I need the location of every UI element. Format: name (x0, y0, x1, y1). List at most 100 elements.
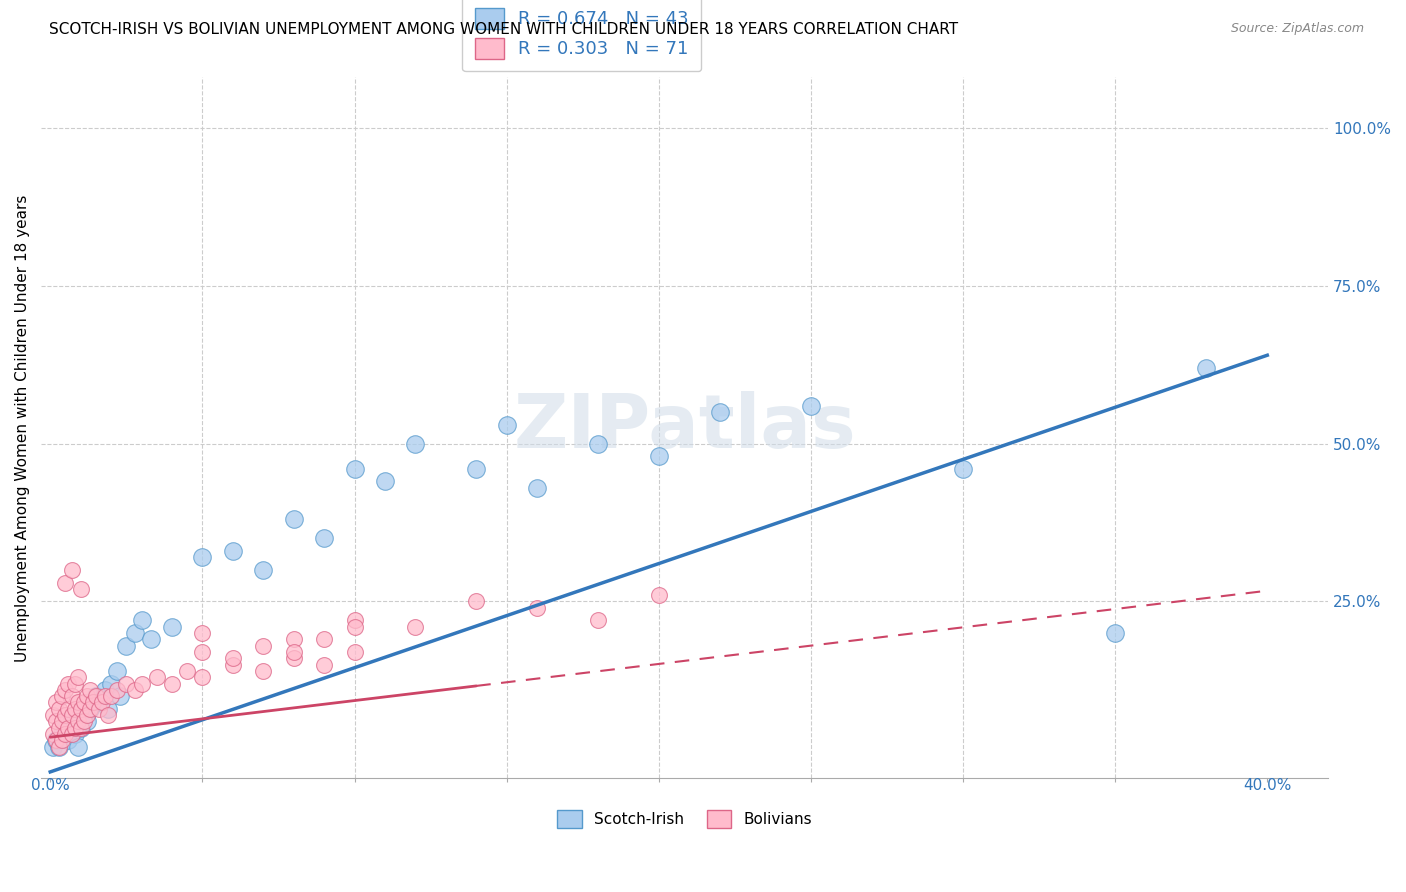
Point (79, 682, 101, 697)
Point (66, 696, 89, 710)
Point (58, 721, 80, 735)
Point (252, 664, 274, 678)
Point (283, 645, 305, 659)
Point (58, 676, 80, 690)
Point (404, 620, 426, 634)
Point (58, 733, 80, 747)
Point (48, 702, 70, 716)
Point (648, 449, 671, 463)
Point (66, 714, 89, 729)
Point (55, 682, 77, 697)
Point (191, 670, 214, 684)
Point (222, 657, 245, 672)
Point (139, 632, 162, 647)
Point (222, 651, 245, 665)
Point (87, 702, 110, 716)
Point (73, 708, 96, 723)
Point (100, 676, 122, 690)
Point (45, 714, 67, 729)
Point (51, 733, 73, 747)
Point (131, 614, 153, 628)
Point (312, 531, 335, 545)
Point (252, 639, 274, 653)
Text: SCOTCH-IRISH VS BOLIVIAN UNEMPLOYMENT AMONG WOMEN WITH CHILDREN UNDER 18 YEARS C: SCOTCH-IRISH VS BOLIVIAN UNEMPLOYMENT AM… (49, 22, 959, 37)
Point (800, 399, 823, 413)
Point (73, 696, 96, 710)
Point (51, 727, 73, 741)
Point (76, 714, 98, 729)
Point (110, 689, 132, 703)
Point (131, 676, 153, 690)
Point (374, 475, 396, 489)
Point (76, 689, 98, 703)
Point (45, 733, 67, 747)
Point (63, 727, 86, 741)
Point (55, 727, 77, 741)
Point (55, 575, 77, 590)
Point (105, 682, 128, 697)
Point (55, 721, 77, 735)
Point (191, 626, 214, 640)
Point (60, 727, 83, 741)
Point (48, 739, 70, 754)
Point (51, 689, 73, 703)
Point (69, 721, 91, 735)
Point (648, 588, 671, 602)
Point (124, 626, 146, 640)
Y-axis label: Unemployment Among Women with Children Under 18 years: Unemployment Among Women with Children U… (15, 194, 30, 662)
Point (42, 708, 65, 723)
Point (191, 645, 214, 659)
Point (283, 651, 305, 665)
Point (97, 708, 120, 723)
Point (51, 714, 73, 729)
Point (222, 544, 245, 558)
Point (105, 664, 128, 678)
Point (87, 696, 110, 710)
Point (66, 670, 89, 684)
Point (283, 512, 305, 526)
Point (312, 657, 335, 672)
Point (115, 639, 138, 653)
Text: ZIPatlas: ZIPatlas (513, 392, 856, 465)
Point (69, 702, 91, 716)
Point (1104, 626, 1126, 640)
Point (465, 594, 488, 608)
Point (283, 632, 305, 647)
Point (79, 702, 101, 716)
Point (60, 714, 83, 729)
Point (84, 689, 107, 703)
Point (160, 676, 183, 690)
Point (66, 739, 89, 754)
Point (55, 708, 77, 723)
Point (69, 582, 91, 596)
Point (79, 702, 101, 716)
Point (60, 708, 83, 723)
Point (84, 689, 107, 703)
Point (191, 550, 214, 565)
Point (176, 664, 198, 678)
Point (60, 689, 83, 703)
Point (1195, 360, 1218, 375)
Point (526, 481, 548, 495)
Point (63, 721, 86, 735)
Point (343, 462, 366, 476)
Point (91, 696, 114, 710)
Point (952, 462, 974, 476)
Point (94, 689, 117, 703)
Point (48, 721, 70, 735)
Text: 40.0%: 40.0% (1243, 778, 1292, 793)
Point (160, 620, 183, 634)
Point (343, 645, 366, 659)
Point (124, 682, 146, 697)
Point (312, 632, 335, 647)
Point (709, 405, 731, 419)
Point (343, 614, 366, 628)
Point (100, 689, 122, 703)
Point (465, 462, 488, 476)
Point (495, 417, 517, 432)
Point (115, 676, 138, 690)
Point (586, 614, 609, 628)
Point (58, 702, 80, 716)
Point (45, 733, 67, 747)
Point (82, 696, 104, 710)
